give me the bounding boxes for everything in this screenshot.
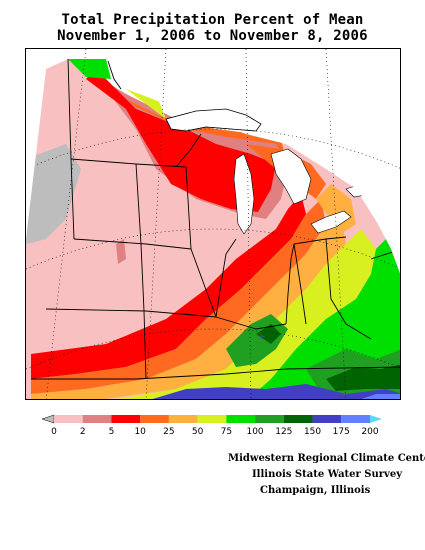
region-10-25-red-north — [86, 69, 276, 212]
legend-arrow-left — [41, 414, 55, 424]
state-borders — [31, 58, 400, 380]
legend-swatch — [82, 415, 112, 423]
lake-erie — [310, 210, 352, 234]
legend-tick-label: 125 — [275, 427, 292, 437]
legend-arrow-right — [370, 415, 382, 423]
legend-tick-label: 25 — [163, 427, 174, 437]
legend-tick-label: 10 — [134, 427, 146, 437]
credit-location: Champaign, Illinois — [260, 485, 371, 496]
canada-region — [106, 49, 400, 224]
region-50-75-yellow-ne — [316, 184, 356, 234]
legend-tick-label: 75 — [221, 427, 232, 437]
region-150-175-darkergreen-se — [326, 364, 400, 391]
graticule — [26, 49, 400, 399]
legend-swatch — [255, 415, 284, 423]
precipitation-map: + — [25, 48, 401, 400]
region-50-75-yellow — [31, 219, 346, 399]
region-175-200-blue — [152, 384, 400, 399]
legend-swatch — [226, 415, 256, 423]
legend-swatch — [283, 415, 313, 423]
region-5-10-spot — [116, 239, 126, 264]
region-200-plus-lightblue — [361, 394, 400, 399]
legend-tick-label: 0 — [51, 427, 57, 437]
legend-swatch — [168, 415, 198, 423]
station-marker: + — [258, 332, 266, 342]
legend-tick-label: 100 — [246, 427, 263, 437]
legend-swatch — [54, 415, 83, 423]
color-legend: 0 2 5 10 25 50 75 100 125 150 175 200 — [40, 412, 386, 442]
out-of-domain-east — [378, 224, 400, 274]
region-10-25-red-diagonal — [31, 194, 306, 379]
map-title-line-1: Total Precipitation Percent of Mean — [61, 12, 364, 28]
legend-tick-label: 200 — [361, 427, 378, 437]
legend-tick-label: 175 — [333, 427, 350, 437]
legend-swatch — [312, 415, 342, 423]
out-of-domain-west — [26, 49, 68, 239]
region-25-50-orange — [31, 199, 326, 394]
legend-swatch — [341, 415, 370, 423]
legend-tick-label: 5 — [109, 427, 115, 437]
legend-tick-label: 2 — [80, 427, 86, 437]
region-0-2-gray — [26, 144, 81, 244]
lake-huron — [270, 148, 312, 205]
legend-swatch — [197, 415, 227, 423]
credit-survey: Illinois State Water Survey — [252, 469, 403, 480]
lake-michigan — [233, 153, 255, 235]
legend-swatch — [111, 415, 141, 423]
map-title-line-2: November 1, 2006 to November 8, 2006 — [57, 28, 368, 44]
credit-organization: Midwestern Regional Climate Center — [228, 453, 425, 464]
region-150-175-darkergreen — [256, 324, 281, 344]
legend-tick-label: 150 — [304, 427, 321, 437]
legend-swatch — [140, 415, 169, 423]
region-100-125-green-north — [68, 59, 111, 79]
legend-tick-label: 50 — [192, 427, 204, 437]
